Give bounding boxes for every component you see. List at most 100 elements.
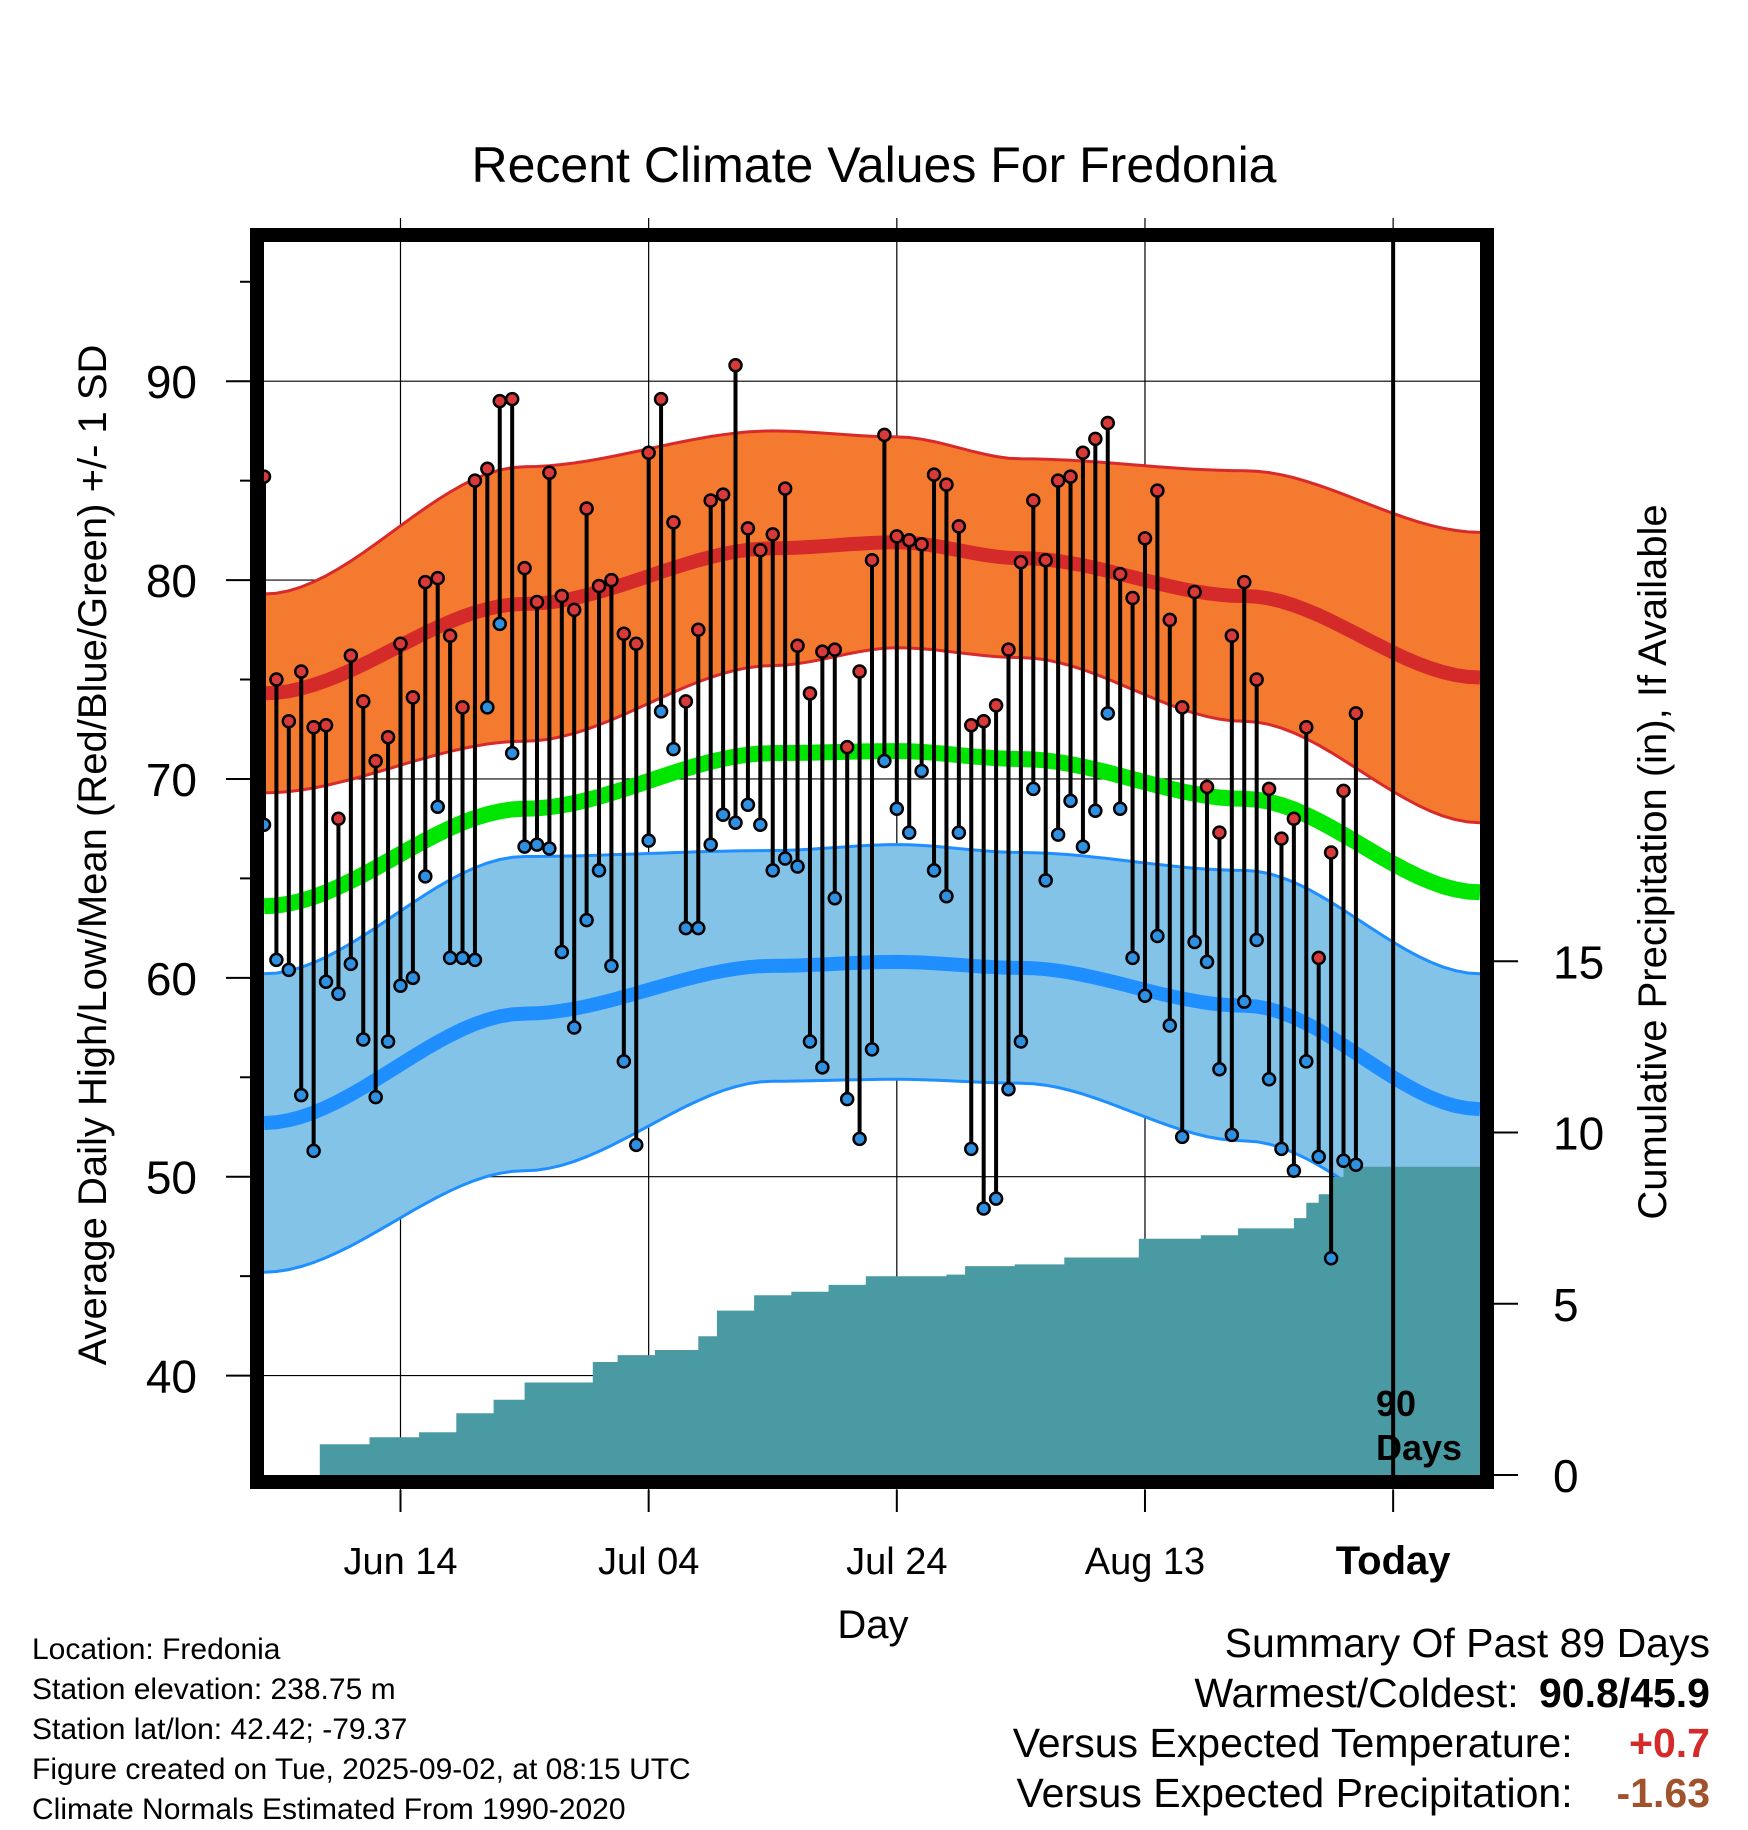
daily-high-point (939, 477, 954, 492)
daily-high-point (1323, 845, 1339, 860)
daily-low-point (318, 974, 334, 990)
daily-low-point (1323, 1250, 1339, 1266)
today-days-count: 90 (1376, 1383, 1416, 1424)
temp-label: Versus Expected Temperature: (1012, 1720, 1573, 1766)
daily-high-point (1100, 415, 1116, 431)
daily-high-point (728, 358, 743, 373)
daily-high-point (1063, 469, 1078, 484)
daily-low-point (1299, 1054, 1314, 1069)
daily-low-point (864, 1042, 880, 1057)
daily-low-point (566, 1020, 582, 1035)
daily-low-point (678, 920, 694, 936)
daily-low-point (703, 837, 718, 852)
temp-value: +0.7 (1629, 1720, 1710, 1766)
station-info: Location: Fredonia Station elevation: 23… (32, 1630, 691, 1830)
x-tick-label: Aug 13 (1085, 1541, 1205, 1583)
daily-low-point (1236, 994, 1252, 1009)
daily-low-point (1286, 1163, 1302, 1178)
daily-high-point (703, 493, 718, 508)
daily-low-point (442, 950, 458, 966)
daily-low-point (653, 704, 669, 719)
daily-low-point (492, 616, 508, 632)
daily-low-point (877, 753, 892, 769)
daily-low-point (1162, 1018, 1178, 1033)
daily-low-point (1100, 706, 1116, 721)
daily-low-point (1212, 1062, 1227, 1077)
daily-high-point (765, 527, 780, 542)
daily-high-point (790, 638, 805, 653)
summary-precip-row: Versus Expected Precipitation: -1.63 (810, 1768, 1711, 1818)
y-tick-label: 80 (146, 555, 197, 607)
daily-low-point (542, 841, 557, 856)
daily-low-point (1001, 1081, 1016, 1097)
daily-low-point (331, 986, 346, 1001)
x-axis-title: Day (837, 1603, 908, 1647)
daily-high-point (1013, 554, 1029, 570)
daily-high-point (1212, 825, 1227, 840)
daily-high-point (1075, 445, 1091, 461)
daily-high-point (368, 753, 383, 769)
daily-low-point (1038, 873, 1053, 888)
daily-low-point (777, 851, 793, 866)
daily-high-point (827, 642, 843, 657)
normals-text: Climate Normals Estimated From 1990-2020 (32, 1793, 626, 1826)
daily-low-point (455, 950, 470, 966)
daily-low-point (901, 825, 917, 840)
daily-high-point (988, 698, 1004, 713)
daily-low-point (380, 1034, 396, 1049)
x-tick-label: Today (1336, 1539, 1452, 1583)
daily-high-point (641, 445, 656, 461)
daily-low-point (839, 1091, 855, 1107)
daily-low-point (430, 799, 445, 815)
y-tick-label: 70 (146, 754, 197, 806)
daily-low-point (914, 763, 929, 779)
daily-low-point (281, 962, 297, 978)
daily-high-point (1026, 493, 1041, 508)
plot-border (250, 228, 1494, 1489)
daily-high-point (604, 572, 619, 588)
daily-high-point (877, 427, 892, 443)
daily-high-point (1261, 781, 1277, 797)
daily-high-point (678, 694, 694, 709)
plot-area (264, 242, 1480, 1475)
daily-high-point (1348, 706, 1364, 721)
daily-high-point (1112, 566, 1128, 582)
daily-low-point (1137, 988, 1153, 1003)
daily-low-point (964, 1141, 979, 1157)
daily-low-point (728, 815, 743, 830)
daily-high-point (306, 719, 321, 735)
daily-low-point (765, 863, 780, 878)
daily-high-point (1125, 590, 1140, 606)
daily-low-point (1150, 928, 1165, 944)
daily-high-point (926, 467, 942, 482)
daily-low-point (1026, 781, 1041, 797)
plot-frame (250, 228, 1494, 1489)
daily-low-point (604, 958, 619, 974)
y-right-tick-label: 5 (1553, 1279, 1579, 1331)
daily-low-point (889, 801, 905, 817)
normal-high-line (264, 535, 1480, 701)
daily-low-point (1311, 1149, 1326, 1165)
y-tick-label: 40 (146, 1351, 197, 1403)
daily-high-point (1038, 552, 1053, 568)
daily-low-point (939, 889, 954, 904)
daily-low-point (343, 956, 359, 972)
daily-high-point (455, 700, 470, 715)
daily-high-point (889, 529, 905, 544)
daily-low-point (591, 863, 607, 878)
daily-low-point (666, 741, 681, 757)
x-tick-label: Jul 04 (598, 1541, 699, 1583)
daily-low-point (1336, 1153, 1351, 1169)
daily-low-point (1063, 793, 1078, 809)
daily-high-point (964, 718, 979, 733)
daily-high-point (542, 465, 557, 480)
daily-high-point (901, 533, 917, 548)
daily-high-point (1199, 779, 1215, 795)
daily-high-point (616, 626, 632, 642)
daily-low-point (418, 869, 433, 884)
daily-low-point (691, 920, 706, 936)
daily-low-point (517, 839, 532, 854)
warmest-label: Warmest/Coldest: (1194, 1670, 1519, 1716)
daily-low-point (1348, 1157, 1364, 1173)
